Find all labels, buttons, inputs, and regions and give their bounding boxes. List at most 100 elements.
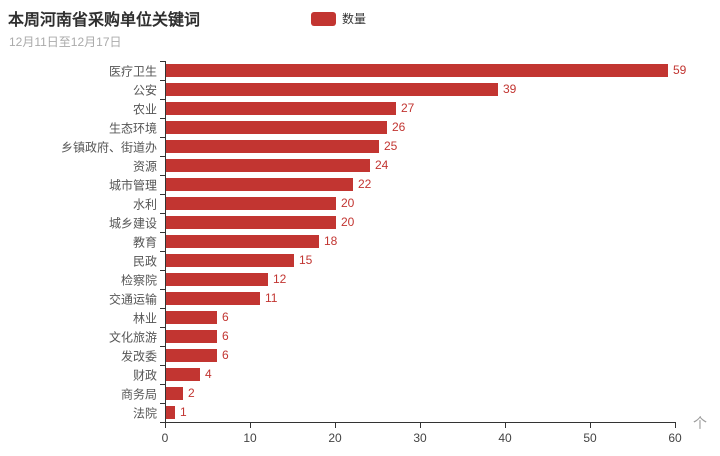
category-label: 乡镇政府、街道办 xyxy=(60,140,157,154)
value-label: 11 xyxy=(265,291,278,305)
y-axis-tick xyxy=(160,384,165,385)
y-axis-tick xyxy=(160,118,165,119)
category-label: 林业 xyxy=(132,311,157,325)
x-axis-tick xyxy=(675,423,676,428)
chart-subtitle: 12月11日至12月17日 xyxy=(9,35,122,49)
x-axis-tick xyxy=(420,423,421,428)
x-axis-tick xyxy=(250,423,251,428)
category-label: 水利 xyxy=(132,197,157,211)
x-axis-tick xyxy=(505,423,506,428)
bar-row: 农业 27 xyxy=(0,99,720,118)
bar[interactable] xyxy=(166,159,370,172)
y-axis-tick xyxy=(160,194,165,195)
y-axis-tick xyxy=(160,137,165,138)
legend-label: 数量 xyxy=(342,12,367,26)
category-label: 城乡建设 xyxy=(108,216,157,230)
category-label: 城市管理 xyxy=(108,178,157,192)
bar[interactable] xyxy=(166,140,379,153)
x-axis-tick xyxy=(335,423,336,428)
category-label: 公安 xyxy=(132,83,157,97)
bar[interactable] xyxy=(166,311,217,324)
bar[interactable] xyxy=(166,273,268,286)
category-label: 检察院 xyxy=(120,273,157,287)
y-axis-tick xyxy=(160,61,165,62)
value-label: 1 xyxy=(180,405,187,419)
y-axis-tick xyxy=(160,213,165,214)
y-axis-tick xyxy=(160,80,165,81)
category-label: 医疗卫生 xyxy=(108,64,157,78)
x-axis-tick-label: 30 xyxy=(413,431,427,445)
bar-row: 交通运输 11 xyxy=(0,289,720,308)
category-label: 文化旅游 xyxy=(108,330,157,344)
y-axis-tick xyxy=(160,365,165,366)
value-label: 26 xyxy=(392,120,406,134)
y-axis-tick xyxy=(160,232,165,233)
value-label: 15 xyxy=(299,253,313,267)
bar-row: 城市管理 22 xyxy=(0,175,720,194)
y-axis-line xyxy=(165,61,166,423)
bar-row: 教育 18 xyxy=(0,232,720,251)
bar-row: 财政 4 xyxy=(0,365,720,384)
bar[interactable] xyxy=(166,349,217,362)
x-axis-tick-label: 20 xyxy=(328,431,342,445)
value-label: 39 xyxy=(503,82,517,96)
bar-row: 文化旅游 6 xyxy=(0,327,720,346)
category-label: 教育 xyxy=(132,235,157,249)
value-label: 27 xyxy=(401,101,415,115)
bar-row: 城乡建设 20 xyxy=(0,213,720,232)
value-label: 25 xyxy=(384,139,398,153)
category-label: 民政 xyxy=(132,254,157,268)
category-label: 法院 xyxy=(132,406,157,420)
y-axis-tick xyxy=(160,422,165,423)
value-label: 22 xyxy=(358,177,372,191)
legend-item-quantity[interactable]: 数量 xyxy=(311,10,366,27)
bar[interactable] xyxy=(166,178,353,191)
bar[interactable] xyxy=(166,235,319,248)
bar-row: 医疗卫生 59 xyxy=(0,61,720,80)
bar[interactable] xyxy=(166,368,200,381)
category-label: 农业 xyxy=(132,102,157,116)
value-label: 6 xyxy=(222,329,229,343)
value-label: 4 xyxy=(205,367,212,381)
bar[interactable] xyxy=(166,121,387,134)
bar-row: 水利 20 xyxy=(0,194,720,213)
bar-row: 林业 6 xyxy=(0,308,720,327)
y-axis-tick xyxy=(160,289,165,290)
x-axis-tick-label: 50 xyxy=(583,431,597,445)
bar-row: 资源 24 xyxy=(0,156,720,175)
bar[interactable] xyxy=(166,216,336,229)
y-axis-tick xyxy=(160,175,165,176)
value-label: 6 xyxy=(222,310,229,324)
y-axis-tick xyxy=(160,308,165,309)
category-label: 生态环境 xyxy=(108,121,157,135)
bar[interactable] xyxy=(166,254,294,267)
bar[interactable] xyxy=(166,406,175,419)
category-label: 资源 xyxy=(132,159,157,173)
bar-row: 公安 39 xyxy=(0,80,720,99)
bar[interactable] xyxy=(166,387,183,400)
y-axis-tick xyxy=(160,403,165,404)
category-label: 财政 xyxy=(132,368,157,382)
value-label: 20 xyxy=(341,215,355,229)
bar[interactable] xyxy=(166,102,396,115)
bar-row: 法院 1 xyxy=(0,403,720,422)
bar[interactable] xyxy=(166,330,217,343)
value-label: 59 xyxy=(673,63,687,77)
bar[interactable] xyxy=(166,197,336,210)
category-label: 商务局 xyxy=(120,387,157,401)
y-axis-tick xyxy=(160,99,165,100)
y-axis-tick xyxy=(160,346,165,347)
chart-title: 本周河南省采购单位关键词 xyxy=(8,12,201,29)
y-axis-tick xyxy=(160,156,165,157)
bar[interactable] xyxy=(166,64,668,77)
bar-row: 乡镇政府、街道办 25 xyxy=(0,137,720,156)
bar[interactable] xyxy=(166,292,260,305)
bar-row: 商务局 2 xyxy=(0,384,720,403)
category-label: 发改委 xyxy=(120,349,157,363)
bar[interactable] xyxy=(166,83,498,96)
legend-marker-icon xyxy=(311,11,336,26)
category-label: 交通运输 xyxy=(108,292,157,306)
x-axis-tick-label: 60 xyxy=(668,431,682,445)
